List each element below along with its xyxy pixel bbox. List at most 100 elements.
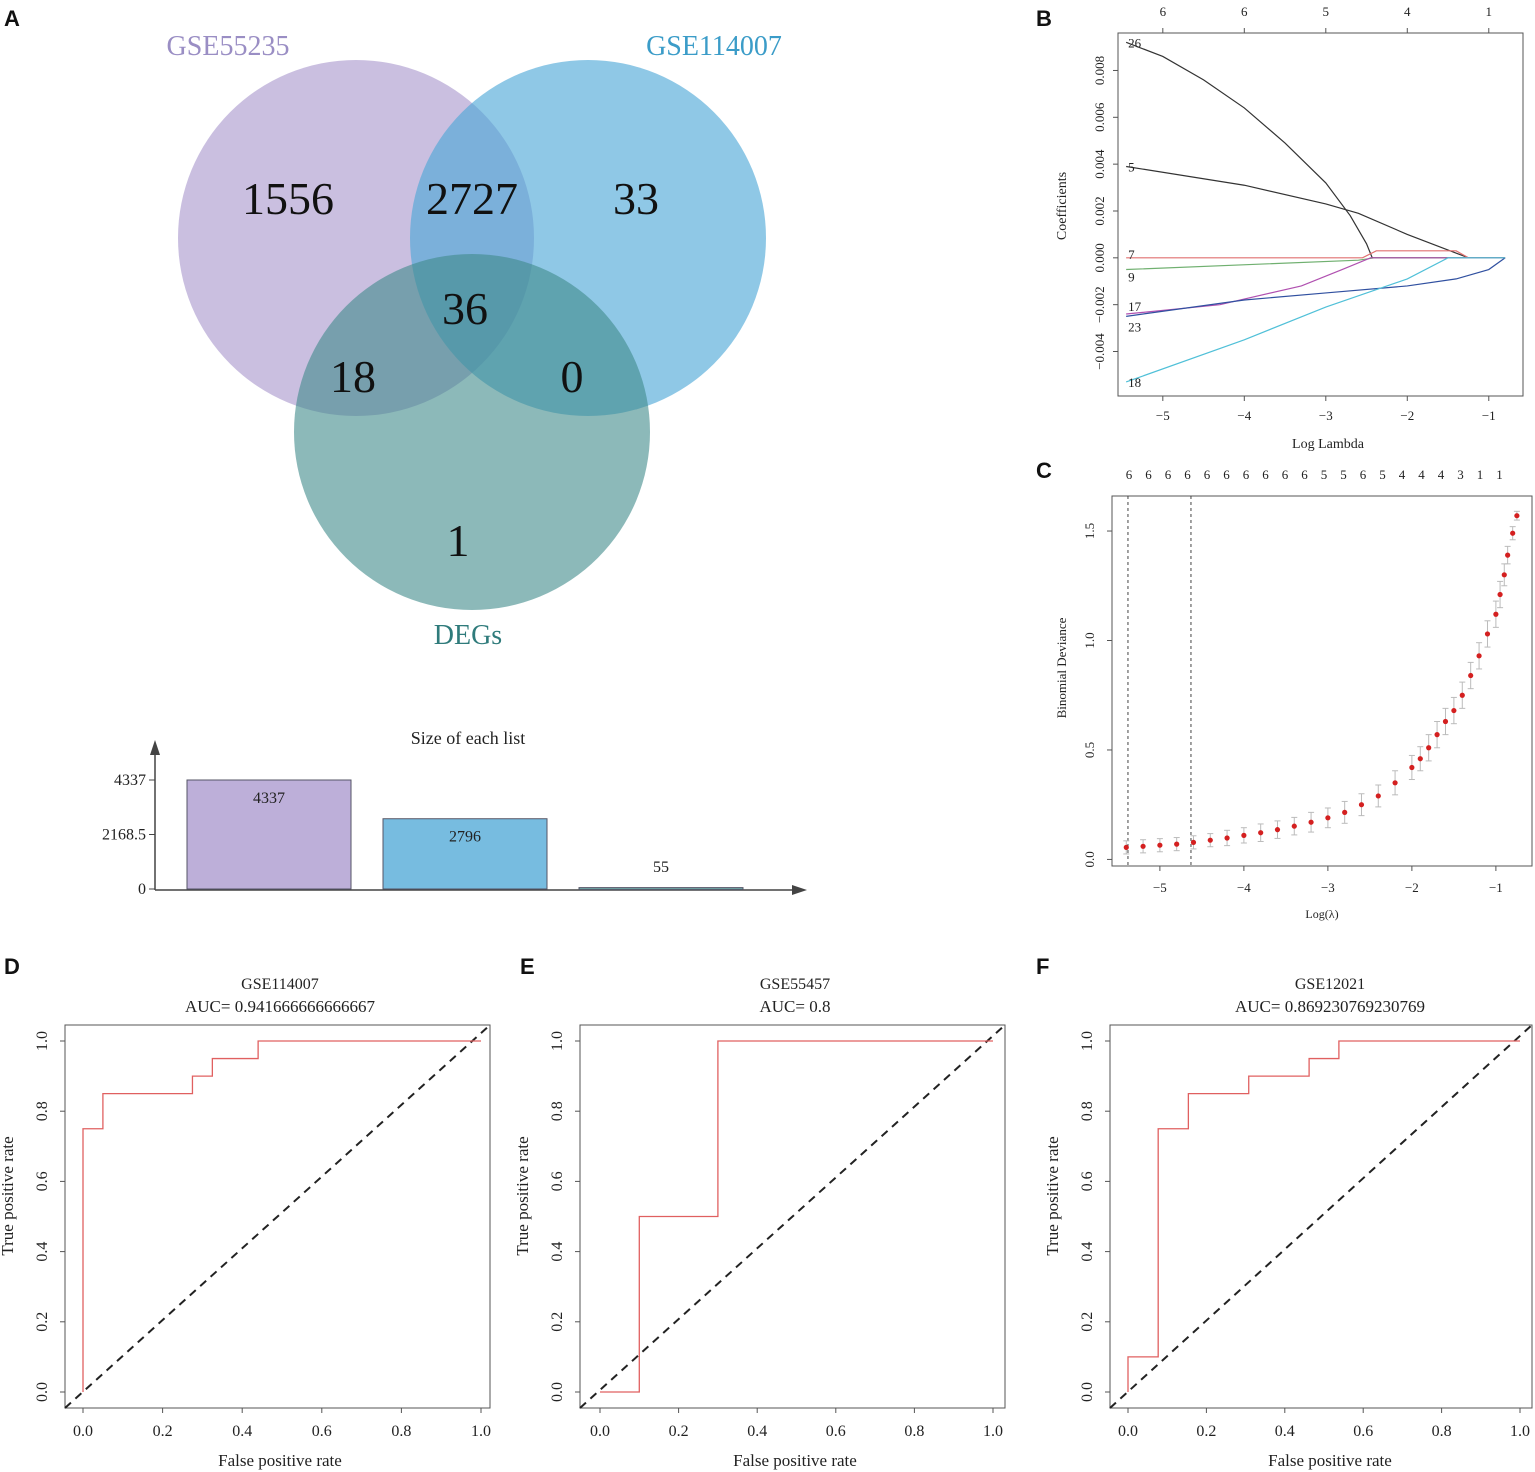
- top-count-label: 6: [1301, 467, 1308, 482]
- y-axis-label: True positive rate: [1043, 1136, 1062, 1255]
- deviance-point: [1358, 802, 1365, 808]
- coef-path-26: [1125, 41, 1506, 259]
- roc-auc-label: AUC= 0.869230769230769: [1235, 997, 1425, 1016]
- venn-region-count: 2727: [426, 173, 518, 224]
- y-tick-label: 0.2: [34, 1312, 51, 1332]
- y-tick-label: 0.006: [1092, 102, 1107, 132]
- x-tick-label: −1: [1489, 880, 1503, 895]
- x-tick-label: 0.4: [232, 1423, 252, 1440]
- coef-path-label: 5: [1128, 159, 1135, 174]
- deviance-point: [1123, 844, 1129, 850]
- y-tick-label: 0.002: [1092, 196, 1107, 225]
- x-tick-label: 0.4: [747, 1423, 767, 1440]
- deviance-point: [1291, 823, 1297, 829]
- top-count-label: 6: [1360, 467, 1367, 482]
- y-tick-label: 0.8: [1079, 1101, 1096, 1121]
- diagonal-reference-line: [1109, 1024, 1533, 1409]
- top-count-label: 1: [1477, 467, 1484, 482]
- x-tick-label: −2: [1400, 408, 1414, 423]
- roc-auc-label: AUC= 0.8: [760, 997, 831, 1016]
- y-tick-label: 0.0: [549, 1382, 566, 1402]
- y-tick-label: 0.8: [34, 1101, 51, 1121]
- x-tick-label: 0.6: [1353, 1423, 1373, 1440]
- top-count-label: 1: [1496, 467, 1503, 482]
- deviance-point: [1484, 631, 1491, 637]
- top-count-label: 4: [1438, 467, 1445, 482]
- coef-path-17: [1126, 257, 1506, 315]
- x-tick-label: 1.0: [1510, 1423, 1530, 1440]
- x-tick-label: 0.2: [1196, 1423, 1216, 1440]
- y-tick-label: 0.8: [549, 1101, 566, 1121]
- deviance-point: [1207, 837, 1213, 843]
- y-tick-label: 1.0: [549, 1031, 566, 1051]
- deviance-point: [1442, 718, 1449, 725]
- bar-value-label: 55: [653, 859, 669, 876]
- panel-label-c: C: [1036, 458, 1052, 483]
- x-tick-label: −2: [1405, 880, 1419, 895]
- y-axis-label: True positive rate: [0, 1136, 17, 1255]
- y-axis-arrow-icon: [150, 740, 160, 755]
- x-axis-label: False positive rate: [1268, 1451, 1392, 1470]
- bar: [578, 887, 744, 891]
- roc-plot-frame: [64, 1024, 491, 1409]
- venn-set-label: GSE114007: [646, 31, 782, 62]
- diagonal-reference-line: [64, 1024, 491, 1409]
- deviance-point: [1224, 835, 1230, 841]
- x-tick-label: −5: [1156, 408, 1170, 423]
- deviance-point: [1325, 815, 1331, 821]
- deviance-point: [1308, 819, 1314, 825]
- venn-set-label: DEGs: [434, 620, 502, 651]
- x-tick-label: −5: [1153, 880, 1167, 895]
- coef-path-label: 7: [1128, 247, 1135, 262]
- top-count-label: 6: [1204, 467, 1211, 482]
- top-tick-label: 4: [1404, 4, 1411, 19]
- deviance-point: [1157, 842, 1163, 848]
- y-tick-label: 0.4: [34, 1242, 51, 1262]
- deviance-point: [1417, 756, 1423, 762]
- roc-plot-frame: [579, 1024, 1006, 1409]
- venn-circle-degs: [294, 254, 650, 610]
- y-tick-label: 0.6: [34, 1171, 51, 1191]
- top-tick-label: 6: [1241, 4, 1248, 19]
- panel-label-a: A: [4, 6, 20, 31]
- bar-y-tick-label: 4337: [114, 772, 146, 789]
- deviance-point: [1510, 530, 1516, 536]
- x-tick-label: 0.8: [1432, 1423, 1452, 1440]
- y-tick-label: 0.4: [1079, 1242, 1096, 1262]
- coef-path-5: [1126, 165, 1506, 259]
- deviance-point: [1241, 832, 1247, 838]
- x-tick-label: 0.0: [73, 1423, 93, 1440]
- coef-path-label: 26: [1128, 35, 1142, 50]
- y-tick-label: 0.2: [1079, 1312, 1096, 1332]
- top-count-label: 6: [1145, 467, 1152, 482]
- deviance-point: [1426, 745, 1432, 751]
- y-tick-label: 0.0: [1082, 851, 1097, 867]
- x-axis-label: Log Lambda: [1292, 437, 1365, 452]
- y-tick-label: 0.5: [1082, 742, 1097, 758]
- venn-set-label: GSE55235: [167, 31, 290, 62]
- top-count-label: 6: [1262, 467, 1269, 482]
- roc-curve: [600, 1040, 993, 1393]
- venn-region-count: 36: [442, 283, 488, 334]
- x-tick-label: −3: [1319, 408, 1333, 423]
- y-axis-label: True positive rate: [513, 1136, 532, 1255]
- deviance-point: [1375, 793, 1381, 799]
- top-tick-label: 5: [1323, 4, 1330, 19]
- roc-curve: [1127, 1040, 1520, 1392]
- x-tick-label: 0.4: [1275, 1423, 1295, 1440]
- venn-region-count: 1: [447, 515, 470, 566]
- coef-path-label: 18: [1128, 375, 1141, 390]
- bar-y-tick-label: 2168.5: [102, 827, 146, 844]
- deviance-point: [1342, 809, 1348, 815]
- y-tick-label: 1.0: [1079, 1031, 1096, 1051]
- y-tick-label: 0.008: [1092, 56, 1107, 85]
- deviance-point: [1274, 827, 1281, 833]
- y-tick-label: 0.6: [1079, 1171, 1096, 1191]
- x-tick-label: 0.6: [826, 1423, 846, 1440]
- deviance-point: [1468, 672, 1474, 679]
- top-count-label: 6: [1165, 467, 1172, 482]
- top-count-label: 5: [1340, 467, 1347, 482]
- x-axis-label: Log(λ): [1305, 907, 1338, 921]
- deviance-point: [1514, 513, 1520, 519]
